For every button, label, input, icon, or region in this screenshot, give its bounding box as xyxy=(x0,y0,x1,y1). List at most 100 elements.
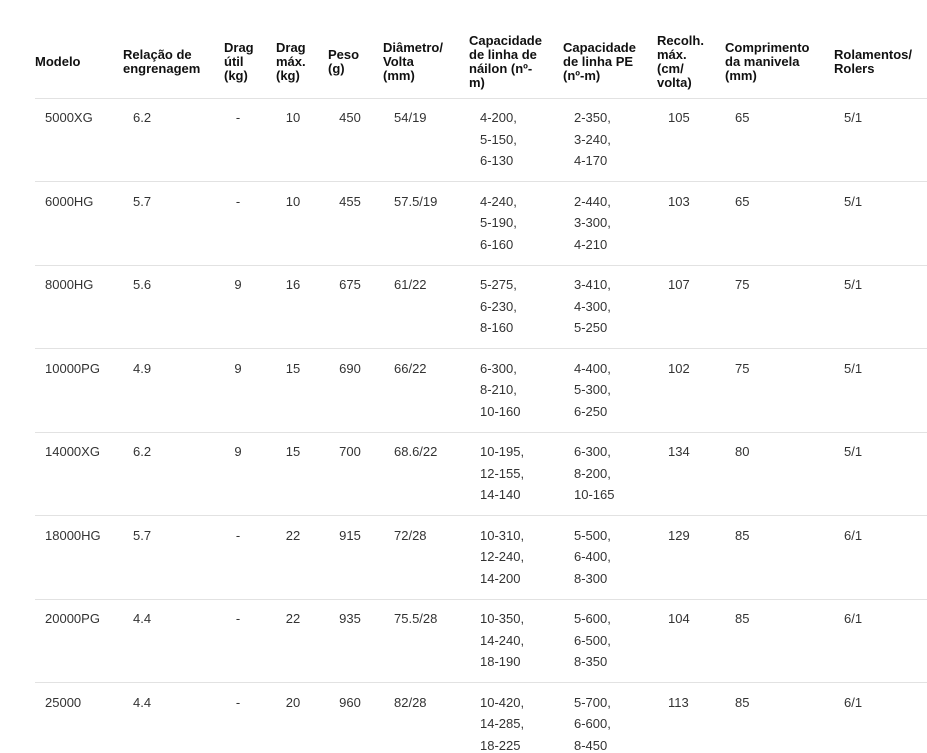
cell-line: de linha de xyxy=(469,47,537,62)
cell-line: 113 xyxy=(668,694,689,710)
table-cell: 85 xyxy=(735,525,749,547)
table-cell: 72/28 xyxy=(394,525,427,547)
table-cell: 4-240, 5-190, 6-160 xyxy=(480,191,517,256)
table-cell: 10 xyxy=(273,191,313,213)
cell-line: (nº-m) xyxy=(563,68,601,83)
cell-line: 75 xyxy=(735,277,750,292)
cell-line: 75.5/28 xyxy=(394,611,438,626)
cell-line: 6000HG xyxy=(45,193,94,209)
cell-line: Drag xyxy=(276,40,306,55)
cell-line: 4-240, xyxy=(480,193,517,209)
table-cell: 915 xyxy=(330,525,370,547)
cell-line: 61/22 xyxy=(394,277,427,292)
cell-line: 4-210 xyxy=(574,236,608,252)
cell-line: 6-230, xyxy=(480,298,517,314)
cell-line: 8-160 xyxy=(480,320,514,335)
cell-line: 85 xyxy=(735,527,750,543)
table-cell: 4-400, 5-300, 6-250 xyxy=(574,358,611,423)
column-header: Capacidade de linha de náilon (nº-m) xyxy=(469,34,542,90)
cell-line: (kg) xyxy=(276,68,300,83)
cell-line: 5-190, xyxy=(480,215,517,230)
table-cell: 5-275, 6-230, 8-160 xyxy=(480,274,517,339)
table-cell: 9 xyxy=(218,441,258,463)
cell-line: Relação de xyxy=(123,47,192,62)
cell-line: 80 xyxy=(735,444,750,459)
table-cell: 8000HG xyxy=(45,274,93,296)
table-cell: 14000XG xyxy=(45,441,100,463)
cell-line: 14-285, xyxy=(480,716,525,731)
table-cell: 85 xyxy=(735,608,749,630)
cell-line: 6/1 xyxy=(844,527,863,543)
cell-line: 6-600, xyxy=(574,716,611,731)
cell-line: 5.7 xyxy=(133,193,152,209)
cell-line: 450 xyxy=(339,110,361,125)
cell-line: 12-240, xyxy=(480,549,525,564)
column-header: Recolh. máx. (cm/volta) xyxy=(657,34,704,90)
cell-line: 16 xyxy=(285,277,301,292)
table-cell: 61/22 xyxy=(394,274,427,296)
cell-line: 6/1 xyxy=(844,694,863,710)
table-cell: 4-200, 5-150, 6-130 xyxy=(480,107,517,172)
table-cell: 18000HG xyxy=(45,525,101,547)
table-cell: 104 xyxy=(668,608,690,630)
cell-line: 134 xyxy=(668,444,690,459)
cell-line: 129 xyxy=(668,527,690,543)
cell-line: 72/28 xyxy=(394,527,427,543)
table-cell: 455 xyxy=(330,191,370,213)
table-cell: 15 xyxy=(273,441,313,463)
cell-line: 4.4 xyxy=(133,694,152,710)
table-cell: 4.9 xyxy=(133,358,151,380)
cell-line: 6.2 xyxy=(133,110,152,125)
table-cell: 85 xyxy=(735,692,749,714)
cell-line: 14000XG xyxy=(45,444,100,459)
cell-line: Modelo xyxy=(35,54,81,69)
cell-line: 4-300, xyxy=(574,298,611,314)
table-cell: 22 xyxy=(273,525,313,547)
table-cell: 5/1 xyxy=(844,358,862,380)
header-divider xyxy=(35,98,927,99)
cell-line: Drag xyxy=(224,40,254,55)
cell-line: volta) xyxy=(657,75,692,90)
table-cell: 113 xyxy=(668,692,689,714)
column-header: Capacidade de linha PE (nº-m) xyxy=(563,41,636,83)
table-cell: 6-300, 8-200, 10-165 xyxy=(574,441,614,506)
cell-line: 66/22 xyxy=(394,360,427,376)
table-cell: 5-600, 6-500, 8-350 xyxy=(574,608,611,673)
cell-line: (mm) xyxy=(725,68,757,83)
cell-line: 15 xyxy=(285,444,301,459)
cell-line: m) xyxy=(469,75,485,90)
cell-line: - xyxy=(235,110,241,125)
table-cell: 75.5/28 xyxy=(394,608,437,630)
table-cell: 9 xyxy=(218,358,258,380)
cell-line: Capacidade xyxy=(563,40,636,55)
cell-line: Diâmetro/ xyxy=(383,40,443,55)
cell-line: 3-410, xyxy=(574,277,611,292)
table-cell: - xyxy=(218,692,258,714)
cell-line: 68.6/22 xyxy=(394,444,438,459)
cell-line: 8-450 xyxy=(574,737,608,753)
table-cell: 20000PG xyxy=(45,608,100,630)
cell-line: 10-165 xyxy=(574,487,615,502)
cell-line: 700 xyxy=(339,444,361,459)
table-cell: 6000HG xyxy=(45,191,93,213)
cell-line: 4-200, xyxy=(480,110,517,125)
cell-line: 4.4 xyxy=(133,611,152,626)
cell-line: engrenagem xyxy=(123,61,201,76)
table-cell: 105 xyxy=(668,107,690,129)
table-cell: - xyxy=(218,107,258,129)
column-header: Rolamentos/Rolers xyxy=(834,48,912,76)
table-cell: 82/28 xyxy=(394,692,427,714)
cell-line: 9 xyxy=(234,360,242,376)
cell-line: 4-170 xyxy=(574,153,608,168)
cell-line: máx. xyxy=(657,47,687,62)
table-cell: 10-420, 14-285, 18-225 xyxy=(480,692,524,753)
cell-line: 65 xyxy=(735,110,750,125)
cell-line: 4.9 xyxy=(133,360,152,376)
cell-line: máx. xyxy=(276,54,306,69)
table-cell: 4.4 xyxy=(133,608,151,630)
cell-line: 104 xyxy=(668,611,690,626)
row-divider xyxy=(35,598,927,600)
table-cell: 25000 xyxy=(45,692,81,714)
row-divider xyxy=(35,348,927,349)
